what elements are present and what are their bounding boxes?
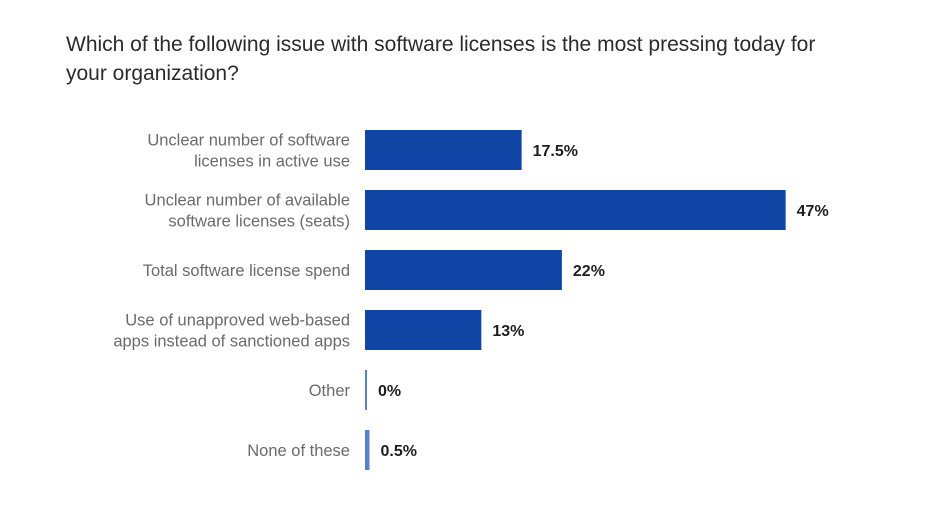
bar-4 (365, 370, 367, 410)
value-label-2: 22% (573, 263, 605, 280)
value-label-5: 0.5% (380, 443, 416, 460)
value-label-1: 47% (797, 203, 829, 220)
value-label-4: 0% (378, 383, 401, 400)
category-label-5: None of these (247, 442, 350, 460)
category-label-3: Use of unapproved web-based apps instead … (113, 312, 350, 351)
bar-5 (365, 430, 370, 470)
category-label-2: Total software license spend (143, 262, 350, 280)
bar-2 (365, 250, 562, 290)
category-label-0: Unclear number of software licenses in ac… (147, 132, 350, 171)
value-label-0: 17.5% (533, 143, 578, 160)
category-label-4: Other (309, 382, 351, 400)
category-label-1: Unclear number of available software lice… (145, 192, 350, 231)
bar-1 (365, 190, 786, 230)
bar-0 (365, 130, 522, 170)
chart-title: Which of the following issue with softwa… (66, 33, 816, 85)
bar-3 (365, 310, 482, 350)
value-label-3: 13% (492, 323, 524, 340)
